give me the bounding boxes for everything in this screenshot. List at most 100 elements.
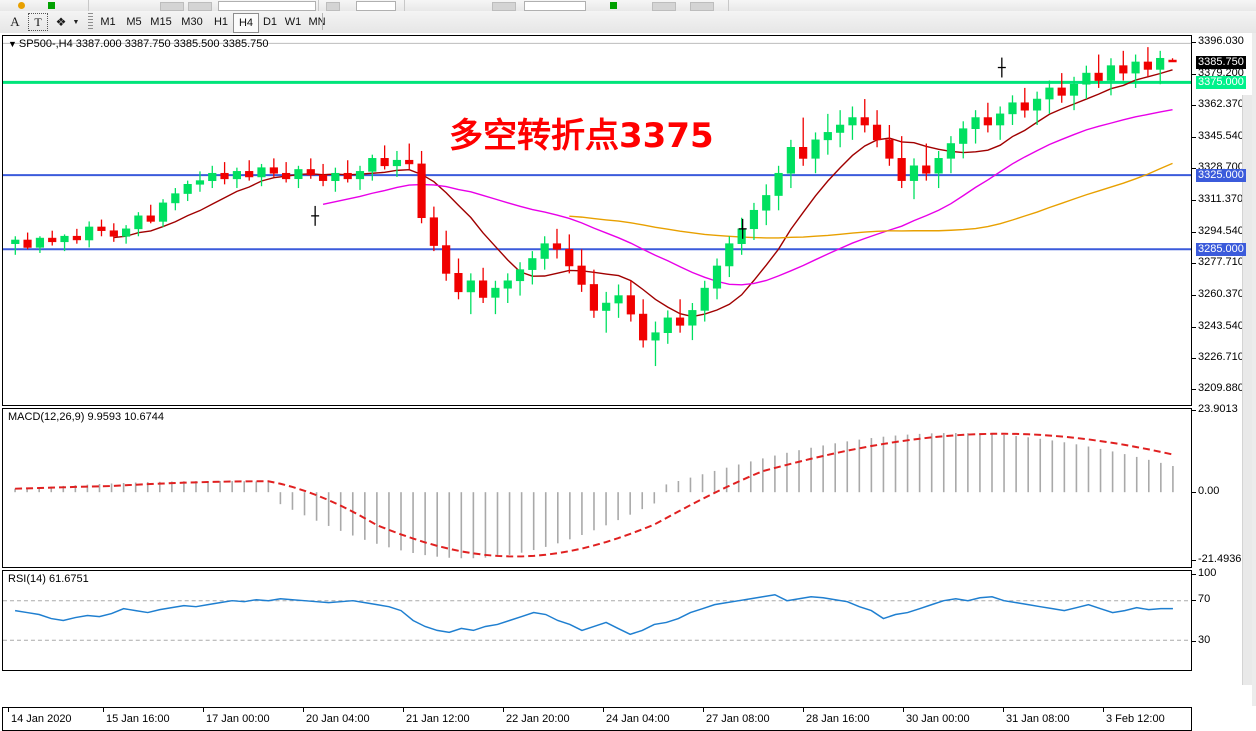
rsi-panel-header: RSI(14) 61.6751 [8,573,89,585]
time-axis-label: 30 Jan 00:00 [906,713,970,725]
label-tool-label: T [34,14,42,29]
tick-mark [1192,640,1196,642]
window-right-gutter [1252,33,1256,706]
tick-mark [1192,105,1196,107]
timeframe-h4-button[interactable]: H4 [233,13,259,33]
level-tag[interactable]: 3325.000 [1196,168,1246,182]
time-tick [8,708,9,712]
tick-label: 30 [1198,633,1211,646]
toolbar-divider [88,0,89,11]
tick-label: 3396.030 [1198,35,1244,48]
price-panel-header-text: SP500-,H4 3387.000 3387.750 3385.500 338… [18,38,269,50]
tick-label: 70 [1198,593,1211,606]
toolbar-chip[interactable] [690,2,714,11]
time-tick [1003,708,1004,712]
toolbar-divider [318,0,319,11]
price-plot [3,42,1191,367]
macd-plot [14,432,1174,559]
toolbar-divider [728,0,729,11]
tick-label: 3294.540 [1198,224,1244,237]
timeframe-mn-button[interactable]: MN [308,16,326,28]
tick-mark [1192,262,1196,264]
timeframe-m30-button[interactable]: M30 [181,16,203,28]
tick-mark [1192,358,1196,360]
time-tick [903,708,904,712]
level-tag[interactable]: 3285.000 [1196,243,1246,257]
time-tick [503,708,504,712]
time-axis-label: 22 Jan 20:00 [506,713,570,725]
tick-label: 3209.880 [1198,382,1244,395]
time-axis-label: 28 Jan 16:00 [806,713,870,725]
macd-panel-header: MACD(12,26,9) 9.9593 10.6744 [8,411,164,423]
time-axis-label: 24 Jan 04:00 [606,713,670,725]
tick-mark [1192,326,1196,328]
time-axis[interactable]: 14 Jan 2020 15 Jan 16:00 17 Jan 00:00 20 Ja… [2,707,1192,731]
level-tag-3375[interactable]: 3375.000 [1196,75,1246,89]
macd-panel[interactable]: MACD(12,26,9) 9.9593 10.6744 [2,408,1192,568]
toolbar-drag-handle[interactable] [88,13,93,31]
timeframe-m15-button[interactable]: M15 [150,16,172,28]
time-tick [203,708,204,712]
tick-mark [1192,42,1196,44]
status-dot-orange-icon [18,2,25,9]
current-price-tag[interactable]: 3385.750 [1196,55,1246,69]
time-axis-label: 3 Feb 12:00 [1106,713,1165,725]
chart-toolbar: A T ❖ ▼ M1 M5 M15 M30 H1 H4 D1 W1 MN [0,11,1256,34]
text-tool-button[interactable]: A [10,14,20,29]
time-tick [303,708,304,712]
chart-area: ▼ SP500-,H4 3387.000 3387.750 3385.500 33… [0,33,1256,731]
chart-scroll-gutter[interactable] [1242,95,1252,685]
objects-tool-button[interactable]: ❖ [55,15,67,29]
tick-mark [1192,410,1196,411]
collapse-caret-icon[interactable]: ▼ [8,39,17,49]
rsi-panel[interactable]: RSI(14) 61.6751 [2,570,1192,671]
tick-label: 0.00 [1198,485,1220,498]
time-tick [603,708,604,712]
time-tick [703,708,704,712]
tick-label: 3328.700 [1198,160,1244,173]
tick-mark [1192,73,1196,75]
time-axis-label: 20 Jan 04:00 [306,713,370,725]
tick-mark [1192,200,1196,202]
toolbar-field[interactable] [524,1,586,11]
toolbar-chip[interactable] [160,2,184,11]
tick-mark [1192,560,1196,561]
tick-mark [1192,389,1196,391]
tick-label: 3277.710 [1198,255,1244,268]
tick-label: 3379.200 [1198,66,1244,79]
timeframe-h1-button[interactable]: H1 [213,16,229,28]
tick-mark [1192,136,1196,138]
status-dot-green-icon [48,2,55,9]
toolbar-chip[interactable] [492,2,516,11]
tick-label: 3345.540 [1198,129,1244,142]
chevron-down-icon[interactable]: ▼ [72,18,80,26]
price-chart-panel[interactable]: ▼ SP500-,H4 3387.000 3387.750 3385.500 33… [2,35,1192,406]
toolbar-chip[interactable] [188,2,212,11]
toolbar-divider [404,0,405,11]
rsi-plot [3,593,1191,641]
toolbar-chip[interactable] [652,2,676,11]
timeframe-m1-button[interactable]: M1 [100,16,116,28]
tick-label: -21.4936 [1198,553,1242,565]
tick-label: 100 [1198,567,1217,579]
time-axis-label: 21 Jan 12:00 [406,713,470,725]
tick-mark [1192,167,1196,169]
toolbar-field[interactable] [356,1,396,11]
toolbar-chip[interactable] [326,2,340,11]
timeframe-w1-button[interactable]: W1 [284,16,302,28]
toolbar-field[interactable] [218,1,316,11]
timeframe-m5-button[interactable]: M5 [126,16,142,28]
tick-label: 3362.370 [1198,98,1244,111]
tick-label: 3243.540 [1198,319,1244,332]
time-tick [103,708,104,712]
tick-mark [1192,574,1196,575]
timeframe-d1-button[interactable]: D1 [262,16,278,28]
time-axis-label: 31 Jan 08:00 [1006,713,1070,725]
tick-mark [1192,295,1196,297]
label-tool-button[interactable]: T [28,13,48,31]
time-tick [403,708,404,712]
price-panel-header: ▼ SP500-,H4 3387.000 3387.750 3385.500 33… [8,38,268,50]
time-axis-label: 17 Jan 00:00 [206,713,270,725]
time-axis-label: 14 Jan 2020 [11,713,72,725]
